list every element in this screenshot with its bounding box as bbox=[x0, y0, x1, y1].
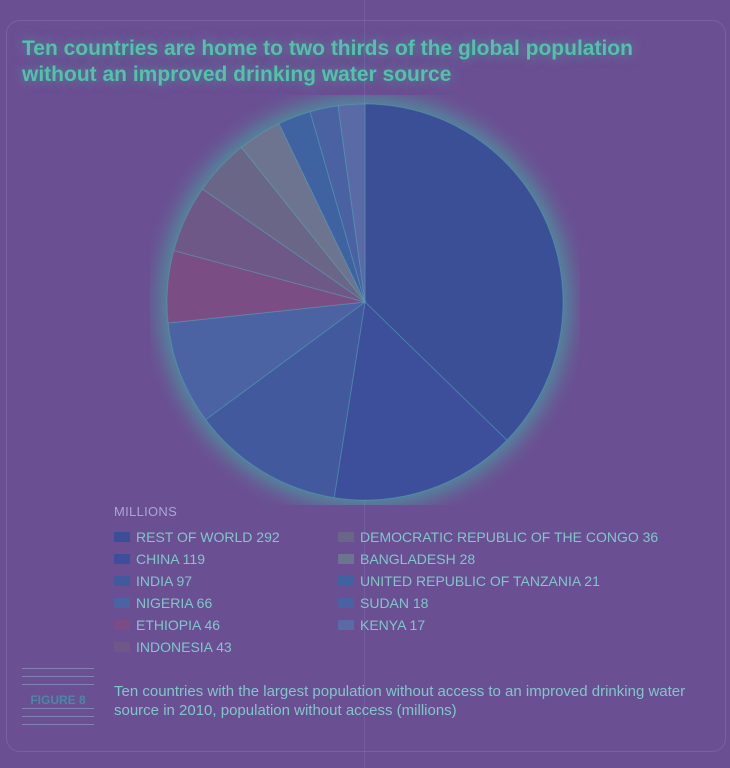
legend-label: INDONESIA 43 bbox=[136, 639, 232, 655]
legend-item: KENYA 17 bbox=[338, 614, 658, 636]
legend-label: UNITED REPUBLIC OF TANZANIA 21 bbox=[360, 573, 600, 589]
legend-label: KENYA 17 bbox=[360, 617, 426, 633]
legend-swatch bbox=[114, 598, 130, 608]
legend-item: DEMOCRATIC REPUBLIC OF THE CONGO 36 bbox=[338, 526, 658, 548]
legend-swatch bbox=[114, 554, 130, 564]
pie-slice bbox=[166, 249, 366, 324]
legend-label: SUDAN 18 bbox=[360, 595, 429, 611]
legend-swatch bbox=[114, 576, 130, 586]
legend-swatch bbox=[338, 532, 354, 542]
legend-item: SUDAN 18 bbox=[338, 592, 658, 614]
legend-item: ETHIOPIA 46 bbox=[114, 614, 280, 636]
legend-swatch bbox=[338, 598, 354, 608]
legend-swatch bbox=[338, 554, 354, 564]
legend-item: INDONESIA 43 bbox=[114, 636, 280, 658]
pie-slice bbox=[173, 188, 366, 303]
pie-slice bbox=[309, 105, 366, 303]
pie-slice bbox=[167, 301, 367, 421]
legend-title: MILLIONS bbox=[114, 504, 178, 519]
legend-item: UNITED REPUBLIC OF TANZANIA 21 bbox=[338, 570, 658, 592]
legend-swatch bbox=[114, 642, 130, 652]
legend-label: CHINA 119 bbox=[136, 551, 205, 567]
legend-swatch bbox=[338, 620, 354, 630]
pie-slice bbox=[278, 111, 366, 303]
legend-item: REST OF WORLD 292 bbox=[114, 526, 280, 548]
legend-column-right: DEMOCRATIC REPUBLIC OF THE CONGO 36 BANGL… bbox=[338, 526, 658, 636]
legend-label: NIGERIA 66 bbox=[136, 595, 213, 611]
pie-slice bbox=[205, 300, 366, 499]
pie-slice bbox=[364, 103, 564, 441]
pie-slice bbox=[201, 146, 366, 303]
pie-slice bbox=[240, 122, 366, 303]
legend-label: ETHIOPIA 46 bbox=[136, 617, 221, 633]
legend-item: NIGERIA 66 bbox=[114, 592, 280, 614]
legend-swatch bbox=[114, 620, 130, 630]
legend-column-left: REST OF WORLD 292 CHINA 119 INDIA 97 NIGERI… bbox=[114, 526, 280, 658]
pie-slice bbox=[333, 300, 508, 501]
legend-swatch bbox=[114, 532, 130, 542]
figure-label: FIGURE 8 bbox=[22, 692, 94, 708]
legend-label: REST OF WORLD 292 bbox=[136, 529, 280, 545]
legend-item: INDIA 97 bbox=[114, 570, 280, 592]
chart-panel bbox=[6, 20, 726, 752]
legend-swatch bbox=[338, 576, 354, 586]
figure-caption: Ten countries with the largest populatio… bbox=[114, 683, 686, 719]
legend-item: BANGLADESH 28 bbox=[338, 548, 658, 570]
pie-chart bbox=[159, 96, 571, 505]
legend-label: BANGLADESH 28 bbox=[360, 551, 476, 567]
legend-item: CHINA 119 bbox=[114, 548, 280, 570]
legend-label: DEMOCRATIC REPUBLIC OF THE CONGO 36 bbox=[360, 529, 659, 545]
legend-label: INDIA 97 bbox=[136, 573, 193, 589]
chart-title: Ten countries are home to two thirds of … bbox=[22, 37, 633, 86]
pie-slice bbox=[337, 103, 366, 303]
